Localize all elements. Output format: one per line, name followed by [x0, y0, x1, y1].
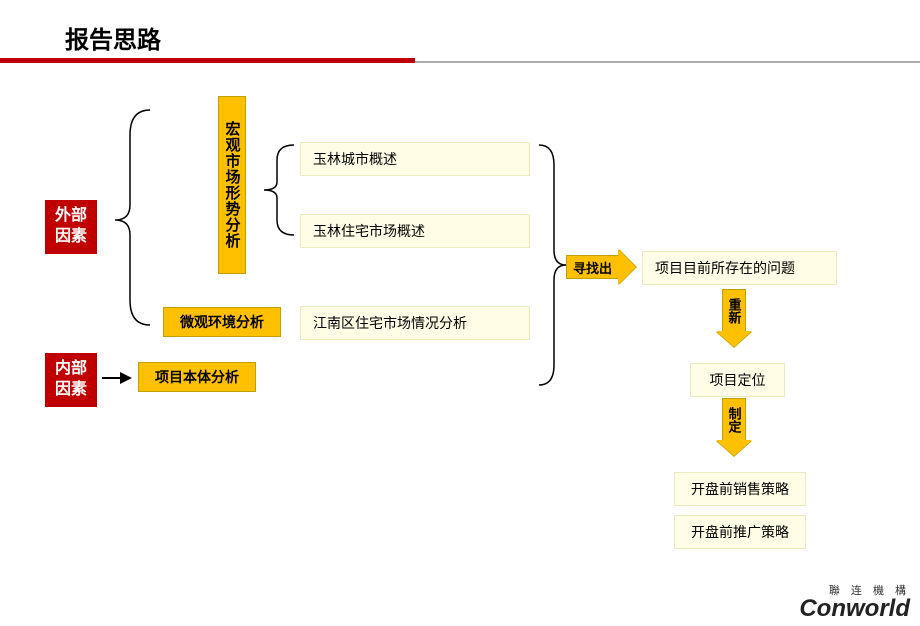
jiangnan-analysis-box: 江南区住宅市场情况分析 [300, 306, 530, 340]
micro-analysis-box: 微观环境分析 [163, 307, 281, 337]
brace-external [100, 105, 160, 330]
sales-strategy-box: 开盘前销售策略 [674, 472, 806, 506]
promo-strategy-box: 开盘前推广策略 [674, 515, 806, 549]
slide-title: 报告思路 [65, 20, 161, 55]
find-out-arrow: 寻找出 [566, 249, 636, 285]
brace-macro [252, 140, 302, 240]
external-factors-box: 外部 因素 [45, 200, 97, 254]
project-self-box: 项目本体分析 [138, 362, 256, 392]
redo-arrow: 重新 [716, 289, 752, 347]
current-issues-box: 项目目前所存在的问题 [642, 251, 837, 285]
macro-analysis-box: 宏观市场形势分析 [218, 96, 246, 274]
residential-overview-box: 玉林住宅市场概述 [300, 214, 530, 248]
logo: 聯 连 機 構 Conworld [799, 582, 910, 620]
formulate-arrow-label: 制定 [722, 398, 746, 440]
title-underline-grey [415, 61, 920, 63]
redo-arrow-label: 重新 [722, 289, 746, 331]
positioning-box: 项目定位 [690, 363, 785, 397]
internal-factors-box: 内部 因素 [45, 353, 97, 407]
city-overview-box: 玉林城市概述 [300, 142, 530, 176]
formulate-arrow: 制定 [716, 398, 752, 456]
logo-en-text: Conworld [799, 598, 910, 620]
arrow-internal-to-self [102, 372, 132, 384]
find-out-arrow-label: 寻找出 [566, 255, 618, 279]
title-underline-red [0, 58, 415, 63]
